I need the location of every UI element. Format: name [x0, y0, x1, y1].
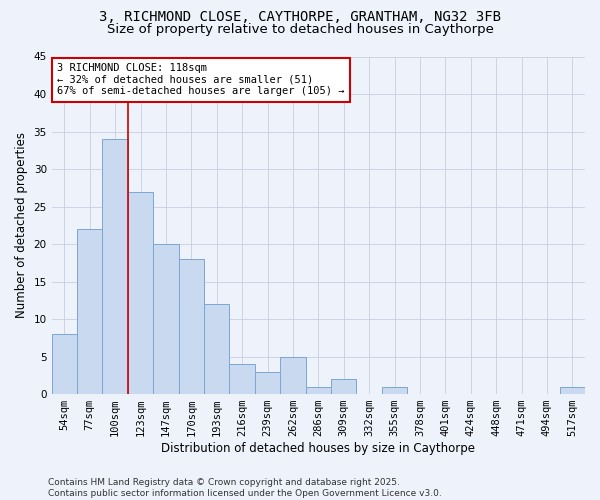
Bar [382, 386, 407, 394]
Text: Size of property relative to detached houses in Caythorpe: Size of property relative to detached ho… [107, 22, 493, 36]
Text: 3, RICHMOND CLOSE, CAYTHORPE, GRANTHAM, NG32 3FB: 3, RICHMOND CLOSE, CAYTHORPE, GRANTHAM, … [99, 10, 501, 24]
Bar [305, 386, 331, 394]
Bar [204, 304, 229, 394]
Bar [103, 139, 128, 394]
Text: 3 RICHMOND CLOSE: 118sqm
← 32% of detached houses are smaller (51)
67% of semi-d: 3 RICHMOND CLOSE: 118sqm ← 32% of detach… [57, 64, 344, 96]
Text: Contains HM Land Registry data © Crown copyright and database right 2025.
Contai: Contains HM Land Registry data © Crown c… [48, 478, 442, 498]
Bar [229, 364, 255, 394]
X-axis label: Distribution of detached houses by size in Caythorpe: Distribution of detached houses by size … [161, 442, 475, 455]
Bar [331, 379, 356, 394]
Bar [153, 244, 179, 394]
Y-axis label: Number of detached properties: Number of detached properties [15, 132, 28, 318]
Bar [280, 356, 305, 394]
Bar [77, 229, 103, 394]
Bar [255, 372, 280, 394]
Bar [560, 386, 585, 394]
Bar [179, 259, 204, 394]
Bar [52, 334, 77, 394]
Bar [128, 192, 153, 394]
